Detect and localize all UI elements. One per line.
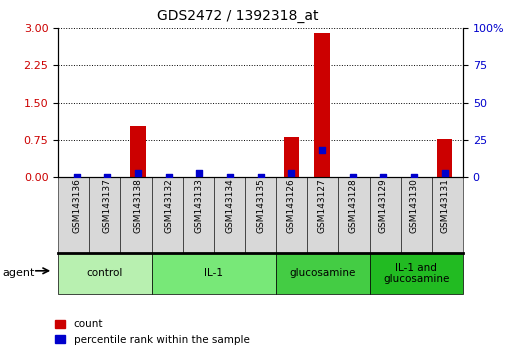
Point bbox=[164, 174, 172, 180]
Point bbox=[440, 171, 448, 176]
Point bbox=[134, 170, 142, 175]
Point bbox=[195, 171, 203, 176]
Point bbox=[72, 174, 80, 180]
Point bbox=[256, 174, 264, 180]
Point bbox=[287, 171, 295, 176]
Legend: count, percentile rank within the sample: count, percentile rank within the sample bbox=[50, 315, 253, 349]
Bar bbox=[436, 139, 451, 177]
Text: IL-1 and
glucosamine: IL-1 and glucosamine bbox=[382, 263, 448, 284]
Bar bbox=[314, 33, 329, 177]
Text: IL-1: IL-1 bbox=[204, 268, 223, 279]
Text: glucosamine: glucosamine bbox=[289, 268, 356, 279]
Point bbox=[348, 174, 356, 180]
Point bbox=[378, 174, 386, 180]
Point bbox=[225, 174, 233, 180]
Point bbox=[409, 174, 417, 180]
Point bbox=[103, 174, 111, 180]
Text: GDS2472 / 1392318_at: GDS2472 / 1392318_at bbox=[157, 9, 318, 23]
Text: agent: agent bbox=[3, 268, 35, 279]
Bar bbox=[130, 126, 145, 177]
Bar bbox=[283, 137, 298, 177]
Point bbox=[317, 147, 325, 153]
Text: control: control bbox=[86, 268, 123, 279]
